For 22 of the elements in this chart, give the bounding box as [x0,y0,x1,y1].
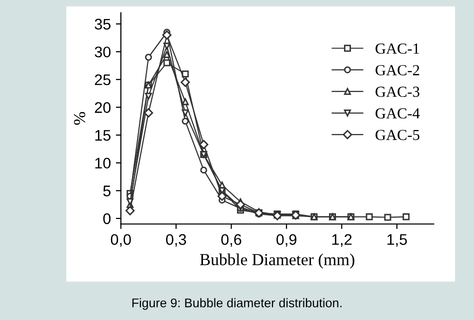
legend-label: GAC-3 [376,86,420,97]
y-tick-label: 20 [94,102,111,113]
legend-label: GAC-5 [376,130,420,140]
x-tick-label: 1,2 [332,234,352,247]
y-tick-label: 30 [94,46,111,58]
caption: Figure 9: Bubble diameter distribution. [132,298,342,310]
y-tick-label: 35 [94,18,111,30]
legend-label: GAC-2 [376,65,420,76]
y-tick-label: 5 [103,186,111,196]
legend-label: GAC-4 [376,108,420,119]
y-tick-label: 15 [95,130,111,141]
x-tick-label: 0,9 [276,234,296,247]
x-tick-label: 0,3 [166,234,186,247]
legend-label: GAC-1 [376,43,420,54]
y-tick-label: 0 [103,213,111,224]
x-tick-label: 0,0 [110,234,131,247]
y-axis-title: % [74,112,86,125]
x-axis-title: Bubble Diameter (mm) [200,254,354,269]
x-tick-label: 1,5 [387,234,407,247]
x-tick-label: 0,6 [221,234,242,247]
y-tick-label: 10 [95,158,111,169]
y-tick-label: 25 [94,74,111,86]
